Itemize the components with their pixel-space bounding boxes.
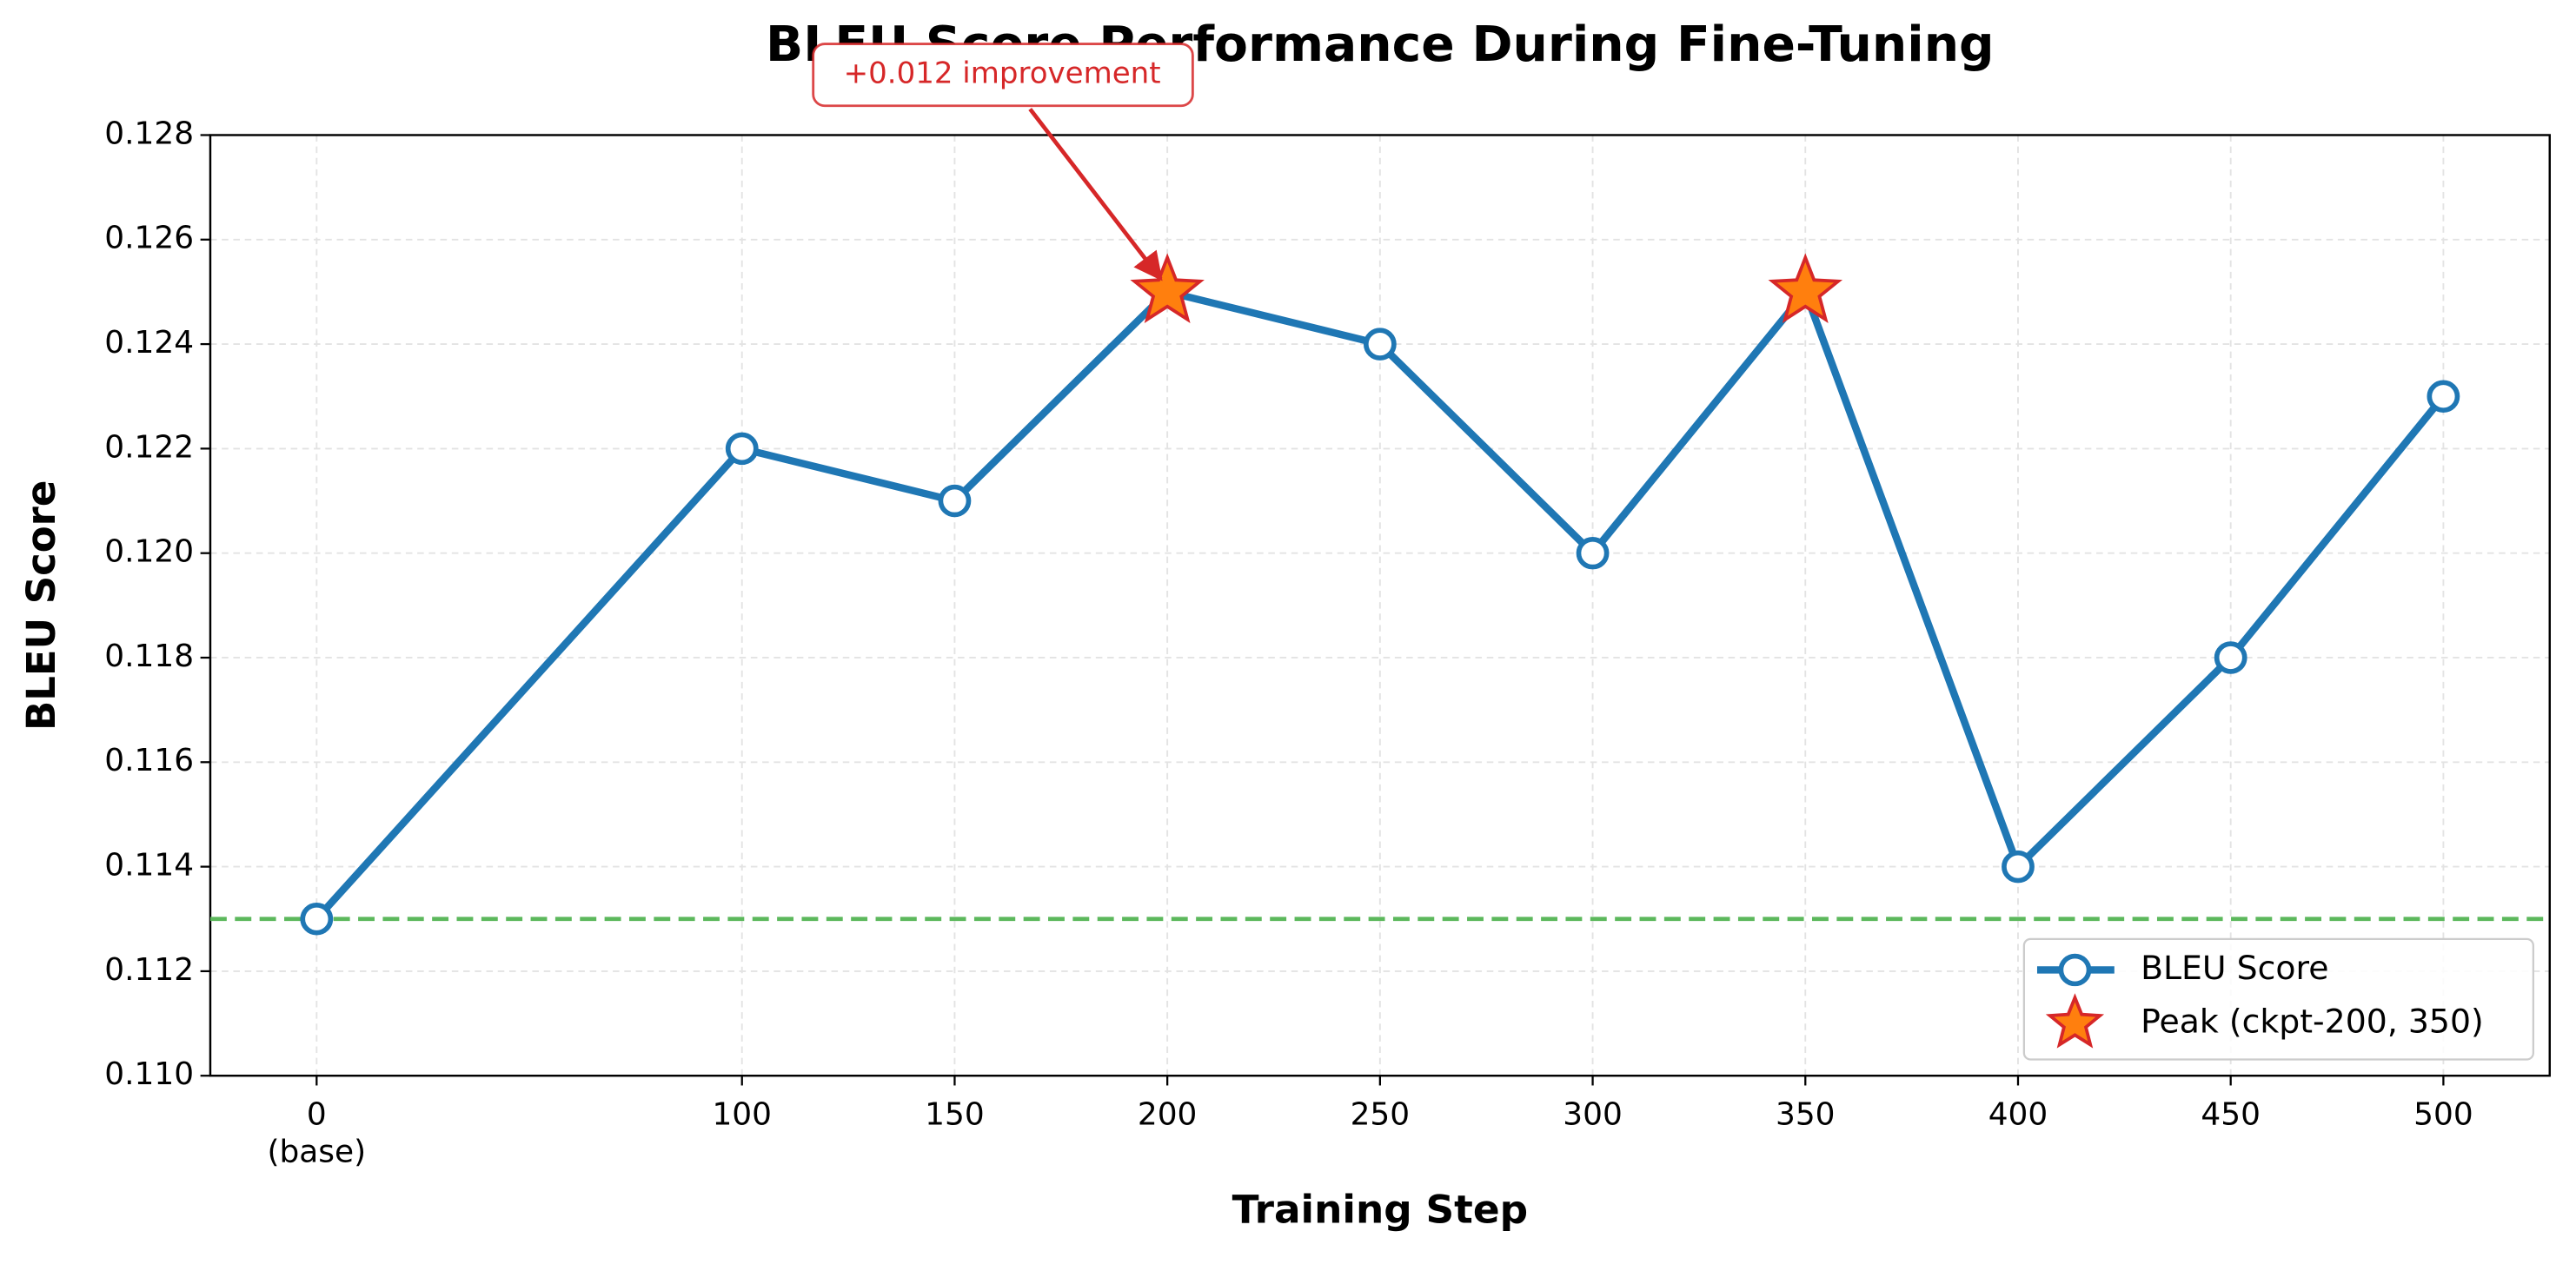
x-tick-label: 150 (925, 1097, 985, 1133)
legend-marker (2045, 993, 2105, 1049)
legend-box (2022, 937, 2534, 1061)
data-point (2214, 641, 2247, 674)
y-tick-label: 0.114 (104, 848, 194, 884)
y-axis-label: BLEU Score (18, 480, 64, 731)
legend-label: BLEU Score (2141, 949, 2328, 987)
series-line (314, 288, 2447, 922)
y-tick-label: 0.116 (104, 743, 194, 778)
x-tick-label: 350 (1776, 1097, 1836, 1133)
annotation-text: +0.012 improvement (844, 56, 1161, 90)
y-tick-label: 0.126 (104, 221, 194, 256)
plot-frame (209, 134, 2551, 1077)
data-point (1363, 328, 1397, 361)
legend-label: Peak (ckpt-200, 350) (2141, 1003, 2484, 1041)
annotation-box (812, 43, 1194, 108)
x-tick-label: 400 (1988, 1097, 2048, 1133)
y-tick-label: 0.118 (104, 639, 194, 674)
x-tick-label: 450 (2201, 1097, 2261, 1133)
data-point (2002, 850, 2035, 884)
data-point (300, 903, 334, 936)
y-tick-label: 0.110 (104, 1056, 194, 1092)
x-tick-label: 100 (712, 1097, 772, 1133)
annotation-arrow (1028, 108, 1163, 281)
y-tick-label: 0.128 (104, 116, 194, 152)
x-tick-label: 300 (1563, 1097, 1623, 1133)
x-axis-label: Training Step (1232, 1187, 1528, 1233)
data-point (2427, 380, 2460, 413)
legend-marker (2058, 953, 2092, 987)
x-tick-label: 250 (1351, 1097, 1411, 1133)
y-tick-label: 0.120 (104, 534, 194, 570)
peak-star (1768, 253, 1843, 323)
data-point (938, 484, 972, 518)
y-tick-label: 0.122 (104, 429, 194, 465)
data-point (1576, 536, 1610, 570)
y-tick-label: 0.112 (104, 952, 194, 988)
data-point (725, 432, 759, 466)
x-tick-label: 500 (2413, 1097, 2473, 1133)
y-tick-label: 0.124 (104, 325, 194, 361)
x-tick-label: 0 (base) (267, 1097, 366, 1170)
x-tick-label: 200 (1138, 1097, 1198, 1133)
